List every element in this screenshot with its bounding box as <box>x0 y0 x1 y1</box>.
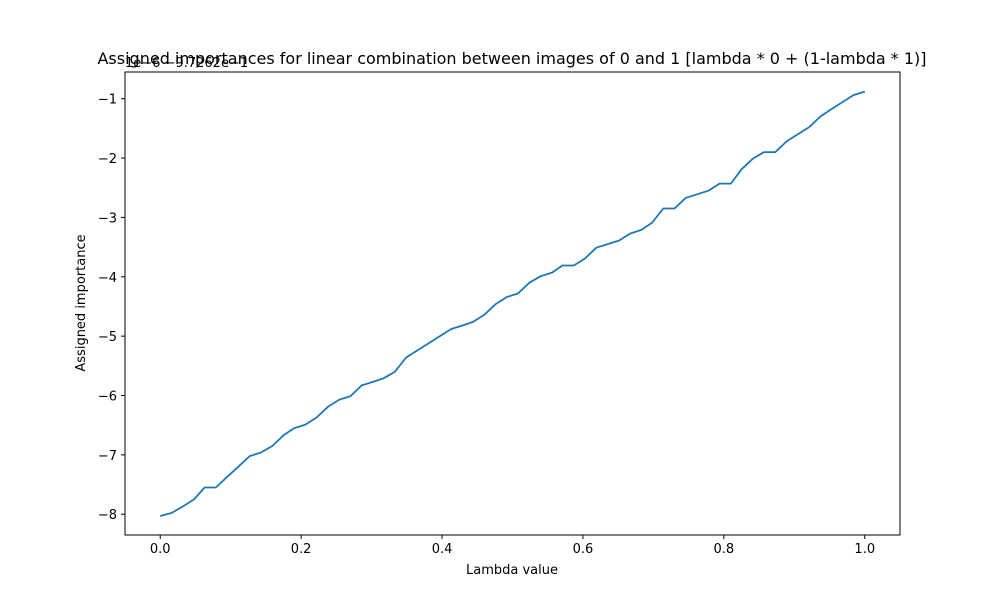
y-axis-label: Assigned importance <box>74 234 89 371</box>
y-tick-label: −8 <box>98 508 117 523</box>
x-tick-label: 0.6 <box>573 542 594 557</box>
x-axis-label: Lambda value <box>466 563 558 578</box>
y-tick-label: −4 <box>98 271 117 286</box>
y-tick-label: −5 <box>98 330 117 345</box>
x-tick-label: 0.2 <box>291 542 312 557</box>
y-tick-label: −7 <box>98 449 117 464</box>
plot-area: 0.0 0.2 0.4 0.6 0.8 1.0 −8 −7 −6 −5 −4 −3 −2 −1 <box>98 90 875 557</box>
axes-frame <box>124 71 901 536</box>
series-line-0 <box>159 90 866 517</box>
chart-title: Assigned importances for linear combinat… <box>97 49 926 68</box>
x-tick-label: 1.0 <box>854 542 875 557</box>
y-tick-label: −1 <box>98 93 117 108</box>
y-tick-label: −3 <box>98 211 117 226</box>
y-tick-label: −2 <box>98 152 117 167</box>
axis-offset-text: 1e−6 −9.7262e−1 <box>125 56 248 71</box>
x-tick-label: 0.4 <box>432 542 453 557</box>
y-tick-label: −6 <box>98 390 117 405</box>
x-tick-label: 0.8 <box>714 542 735 557</box>
x-tick-label: 0.0 <box>150 542 171 557</box>
